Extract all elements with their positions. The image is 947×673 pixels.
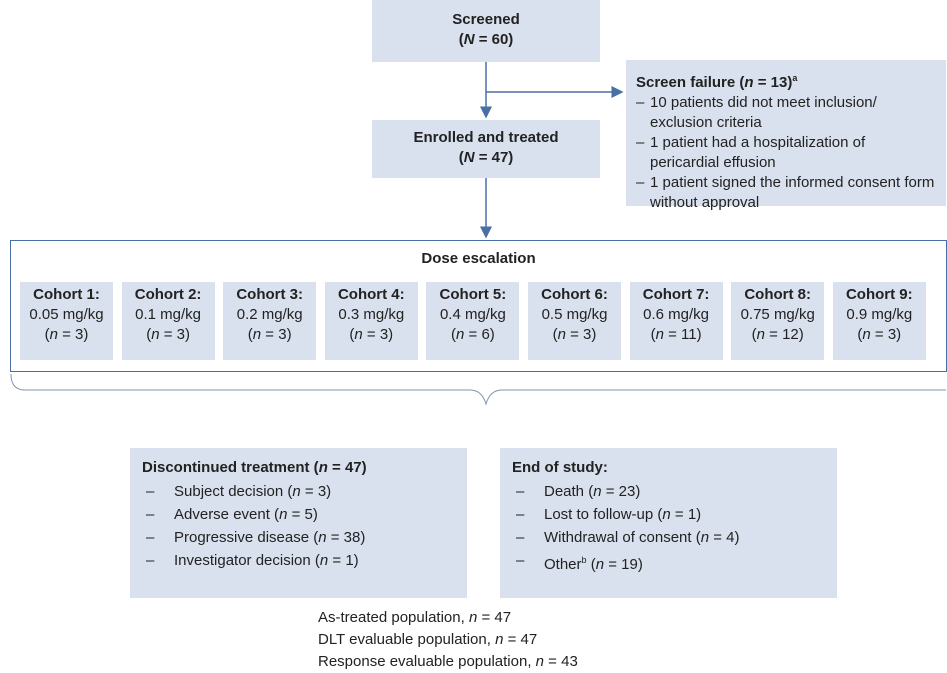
cohort-name: Cohort 3: xyxy=(236,286,304,303)
cohort-count: (n = 11) xyxy=(650,326,702,343)
item-count: (n = 19) xyxy=(586,556,643,573)
cohort-box: Cohort 6: 0.5 mg/kg (n = 3) xyxy=(528,282,621,360)
footnote: b xyxy=(581,555,587,565)
cohort-count: (n = 3) xyxy=(44,326,89,343)
dose-title: Dose escalation xyxy=(421,250,536,267)
cohort-dose: 0.3 mg/kg xyxy=(338,306,405,323)
screened-box: Screened (N = 60) xyxy=(372,0,600,62)
list-item: Investigator decision (n = 1) xyxy=(142,549,455,572)
cohort-box: Cohort 9: 0.9 mg/kg (n = 3) xyxy=(832,282,926,360)
cohort-count: (n = 6) xyxy=(451,326,495,343)
cohort-name: Cohort 8: xyxy=(744,286,812,303)
end-of-study-title: End of study: xyxy=(512,459,608,476)
screen-failure-title: Screen failure (n = 13)a xyxy=(636,68,938,93)
cohort-count: (n = 3) xyxy=(552,326,597,343)
cohort-dose: 0.9 mg/kg xyxy=(846,306,913,323)
cohort-count: (n = 12) xyxy=(751,326,804,343)
enrolled-title: Enrolled and treated xyxy=(413,129,559,146)
end-of-study-list: Death (n = 23)Lost to follow-up (n = 1)W… xyxy=(512,480,825,576)
cohort-name: Cohort 4: xyxy=(337,286,405,303)
cohort-dose: 0.4 mg/kg xyxy=(439,306,506,323)
enrolled-box: Enrolled and treated (N = 47) xyxy=(372,120,600,178)
cohort-count: (n = 3) xyxy=(146,326,190,343)
cohort-count: (n = 3) xyxy=(247,326,292,343)
cohort-name: Cohort 7: xyxy=(642,286,710,303)
list-item: Withdrawal of consent (n = 4) xyxy=(512,526,825,549)
cohort-dose: 0.05 mg/kg xyxy=(29,306,104,323)
cohort-box: Cohort 8: 0.75 mg/kg (n = 12) xyxy=(731,282,825,360)
cohort-count: (n = 3) xyxy=(857,326,902,343)
population-line: DLT evaluable population, n = 47 xyxy=(318,631,538,648)
list-item: 1 patient signed the informed consent fo… xyxy=(636,173,938,213)
discontinued-box: Discontinued treatment (n = 47) Subject … xyxy=(130,448,467,598)
list-item: Death (n = 23) xyxy=(512,480,825,503)
cohort-dose: 0.2 mg/kg xyxy=(236,306,303,323)
end-of-study-box: End of study: Death (n = 23)Lost to foll… xyxy=(500,448,837,598)
list-item: 10 patients did not meet inclusion/ excl… xyxy=(636,93,938,133)
cohort-box: Cohort 4: 0.3 mg/kg (n = 3) xyxy=(324,282,418,360)
cohort-name: Cohort 5: xyxy=(439,286,507,303)
footnote: a xyxy=(792,73,798,83)
item-label: Other xyxy=(544,556,582,573)
cohort-dose: 0.5 mg/kg xyxy=(541,306,608,323)
cohort-box: Cohort 2: 0.1 mg/kg (n = 3) xyxy=(121,282,215,360)
list-item: Adverse event (n = 5) xyxy=(142,503,455,526)
cohort-name: Cohort 9: xyxy=(845,286,913,303)
cohort-box: Cohort 3: 0.2 mg/kg (n = 3) xyxy=(223,282,317,360)
cohort-name: Cohort 1: xyxy=(33,286,100,303)
populations: As-treated population, n = 47 DLT evaluab… xyxy=(318,607,578,673)
population-line: Response evaluable population, n = 43 xyxy=(318,653,578,670)
cohort-dose: 0.1 mg/kg xyxy=(135,306,202,323)
list-item: Progressive disease (n = 38) xyxy=(142,526,455,549)
cohort-dose: 0.6 mg/kg xyxy=(643,306,710,323)
cohort-box: Cohort 1: 0.05 mg/kg (n = 3) xyxy=(20,282,113,360)
discontinued-title: Discontinued treatment (n = 47) xyxy=(142,459,367,476)
cohort-dose: 0.75 mg/kg xyxy=(740,306,815,323)
list-item: Lost to follow-up (n = 1) xyxy=(512,503,825,526)
screened-count: (N = 60) xyxy=(458,31,514,48)
population-line: As-treated population, n = 47 xyxy=(318,609,512,626)
screened-title: Screened xyxy=(452,11,520,28)
cohort-name: Cohort 2: xyxy=(134,286,202,303)
screen-failure-list: 10 patients did not meet inclusion/ excl… xyxy=(636,93,938,213)
title-text: Screen failure (n = 13) xyxy=(636,74,793,91)
enrolled-count: (N = 47) xyxy=(458,149,514,166)
list-item: 1 patient had a hospitalization of peric… xyxy=(636,133,938,173)
brace xyxy=(10,373,946,406)
cohort-box: Cohort 5: 0.4 mg/kg (n = 6) xyxy=(426,282,520,360)
screen-failure-box: Screen failure (n = 13)a 10 patients did… xyxy=(626,60,946,211)
discontinued-list: Subject decision (n = 3)Adverse event (n… xyxy=(142,480,455,572)
cohort-count: (n = 3) xyxy=(349,326,394,343)
list-item: Otherb (n = 19) xyxy=(512,549,825,576)
cohort-name: Cohort 6: xyxy=(541,286,608,303)
cohort-box: Cohort 7: 0.6 mg/kg (n = 11) xyxy=(629,282,723,360)
list-item: Subject decision (n = 3) xyxy=(142,480,455,503)
